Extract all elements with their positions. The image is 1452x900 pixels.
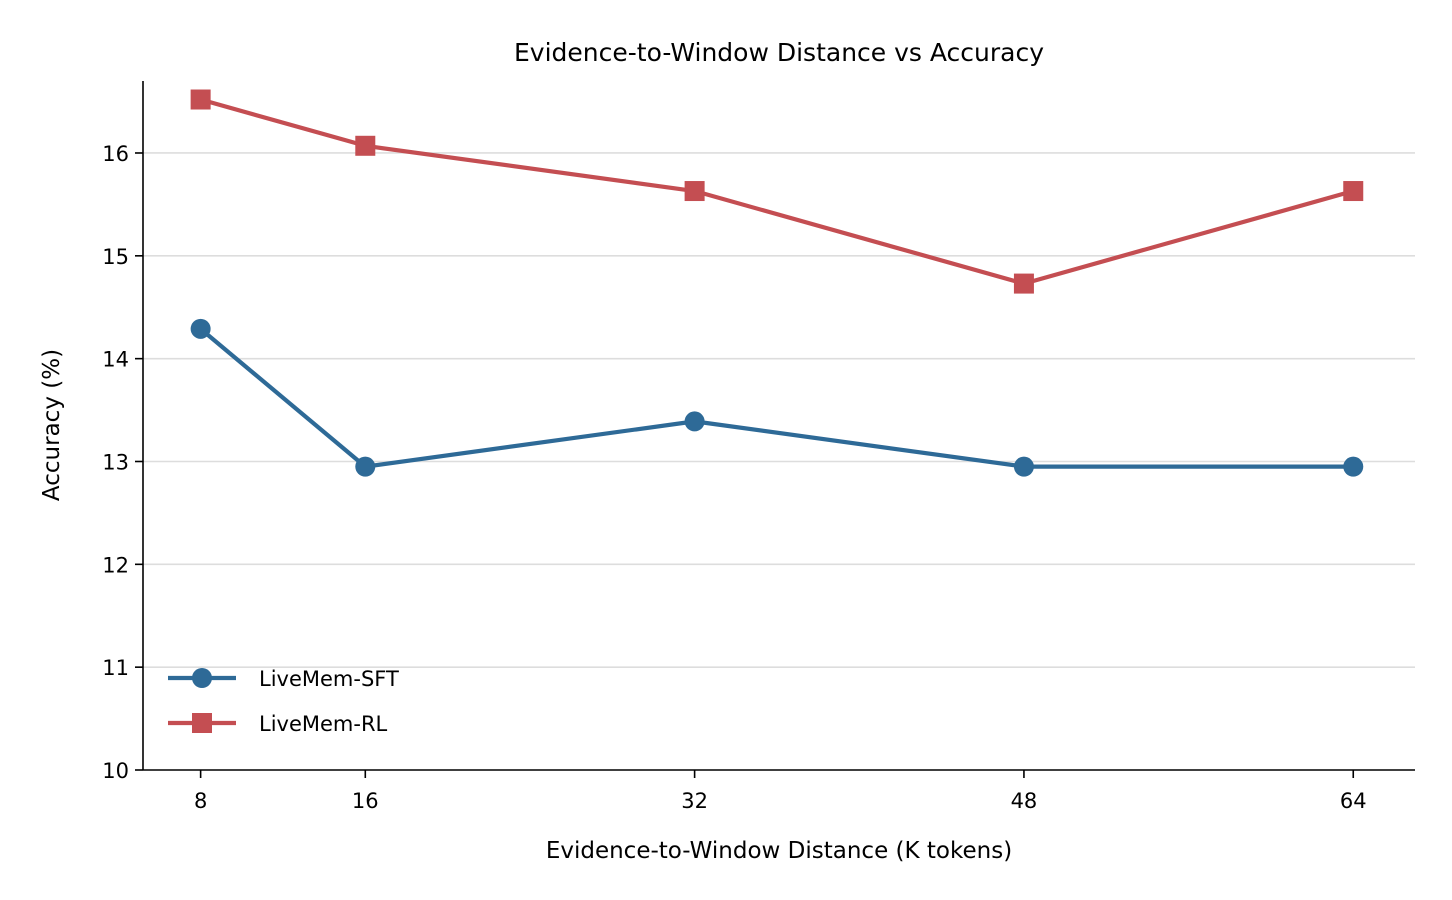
series-livemem-sft [190, 318, 1364, 477]
legend: LiveMem-SFT LiveMem-RL [168, 667, 399, 736]
legend-marker-square [192, 713, 212, 733]
data-point-circle [1343, 456, 1364, 477]
y-axis-label: Accuracy (%) [39, 349, 65, 501]
y-tick-label: 14 [102, 348, 129, 372]
data-point-circle [1013, 456, 1034, 477]
x-axis-ticks: 8 16 32 48 64 [194, 770, 1367, 813]
series-lines [190, 89, 1364, 477]
legend-entry: LiveMem-RL [168, 712, 388, 736]
chart-title: Evidence-to-Window Distance vs Accuracy [514, 38, 1044, 67]
data-point-square [1343, 181, 1364, 202]
x-axis-label: Evidence-to-Window Distance (K tokens) [546, 838, 1012, 864]
data-point-circle [190, 318, 211, 339]
x-tick-label: 32 [681, 789, 708, 813]
x-tick-label: 8 [194, 789, 207, 813]
legend-marker-circle [192, 668, 212, 688]
axes [142, 81, 1415, 771]
y-tick-label: 12 [102, 553, 129, 577]
y-axis-ticks: 10 11 12 13 14 15 16 [102, 142, 143, 783]
data-point-circle [684, 411, 705, 432]
y-tick-label: 15 [102, 245, 129, 269]
data-point-square [190, 89, 211, 110]
x-tick-label: 64 [1340, 789, 1367, 813]
data-point-square [1013, 273, 1034, 294]
y-tick-label: 10 [102, 759, 129, 783]
x-tick-label: 16 [352, 789, 379, 813]
data-point-circle [355, 456, 376, 477]
y-tick-label: 13 [102, 450, 129, 474]
legend-label: LiveMem-RL [259, 712, 388, 736]
data-point-square [355, 135, 376, 156]
legend-entry: LiveMem-SFT [168, 667, 399, 691]
data-point-square [684, 181, 705, 202]
x-tick-label: 48 [1011, 789, 1038, 813]
series-line [199, 327, 1354, 469]
series-livemem-rl [190, 89, 1364, 294]
legend-label: LiveMem-SFT [259, 667, 399, 691]
y-tick-label: 11 [102, 656, 129, 680]
y-tick-label: 16 [102, 142, 129, 166]
gridlines [143, 152, 1415, 668]
